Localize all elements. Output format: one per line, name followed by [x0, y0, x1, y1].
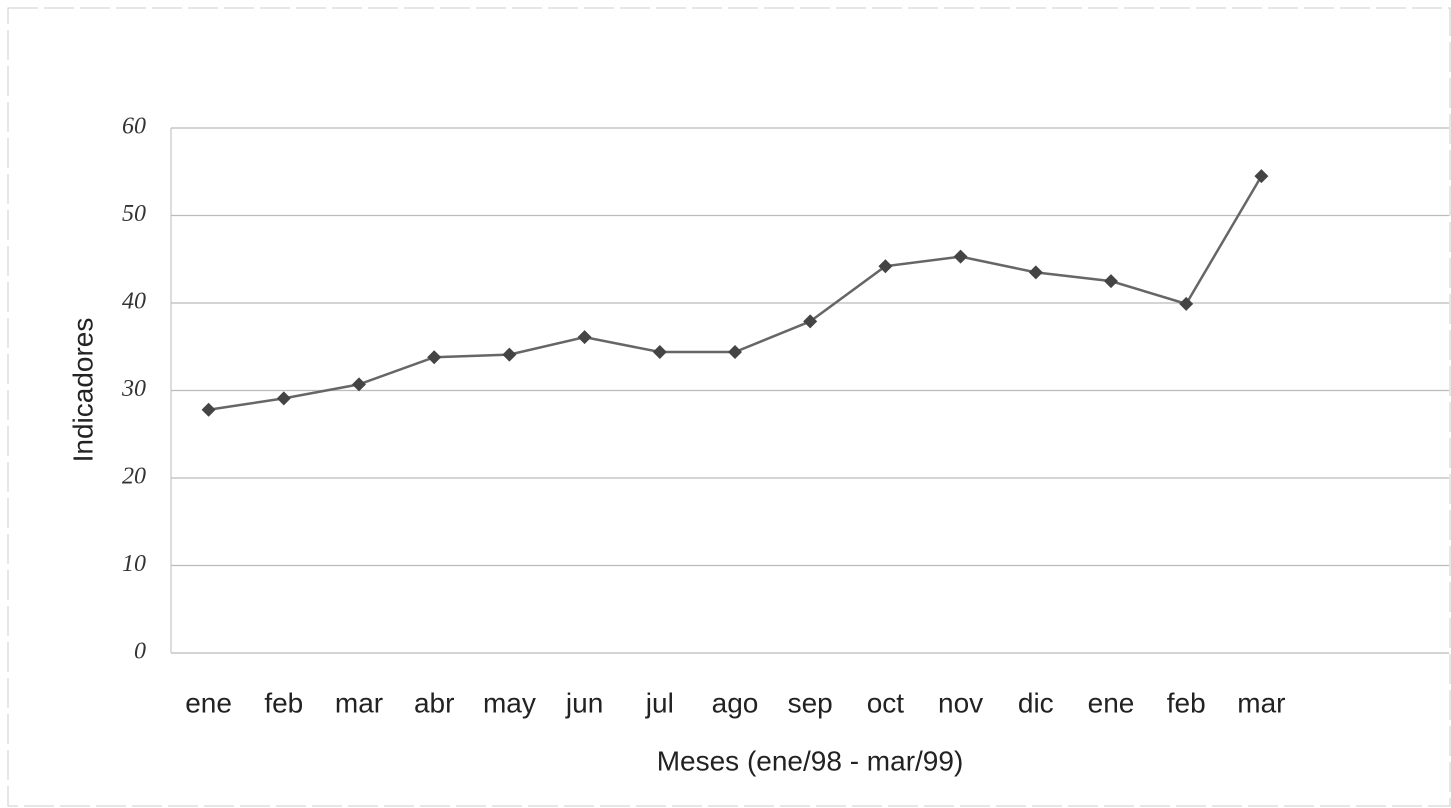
- x-tick-label: sep: [788, 687, 833, 718]
- y-tick-label: 60: [122, 114, 146, 140]
- x-tick-label: mar: [335, 687, 383, 718]
- x-tick-label: feb: [1167, 687, 1206, 718]
- x-tick-label: ago: [712, 687, 759, 718]
- marker: [201, 402, 216, 417]
- x-axis-title: Meses (ene/98 - mar/99): [657, 745, 964, 776]
- y-tick-label: 0: [134, 639, 146, 665]
- x-tick-label: nov: [938, 687, 983, 718]
- y-tick-label: 40: [122, 289, 146, 315]
- y-axis-title: Indicadores: [67, 318, 98, 463]
- marker: [803, 314, 818, 329]
- marker: [1179, 296, 1194, 311]
- marker: [502, 347, 517, 362]
- marker: [1254, 169, 1269, 184]
- x-tick-label: oct: [867, 687, 905, 718]
- x-tick-label: ene: [1088, 687, 1135, 718]
- marker: [276, 391, 291, 406]
- marker: [878, 259, 893, 274]
- y-tick-label: 20: [122, 464, 146, 490]
- x-tick-label: ene: [185, 687, 232, 718]
- marker: [427, 350, 442, 365]
- x-tick-label: mar: [1237, 687, 1285, 718]
- x-tick-label: jun: [565, 687, 603, 718]
- marker: [352, 377, 366, 392]
- frame: [7, 7, 1451, 807]
- y-tick-label: 50: [122, 201, 146, 227]
- marker: [1104, 274, 1118, 289]
- marker: [652, 345, 667, 359]
- x-tick-label: dic: [1018, 687, 1054, 718]
- x-tick-label: abr: [414, 687, 454, 718]
- marker: [728, 345, 742, 359]
- marker: [953, 249, 968, 264]
- y-tick-label: 10: [122, 551, 146, 577]
- x-tick-label: jul: [645, 687, 674, 718]
- marker: [1028, 265, 1043, 280]
- x-tick-label: feb: [264, 687, 303, 718]
- y-tick-label: 30: [121, 376, 146, 402]
- line: [208, 175, 1263, 411]
- marker: [577, 330, 592, 345]
- x-tick-label: may: [483, 687, 536, 718]
